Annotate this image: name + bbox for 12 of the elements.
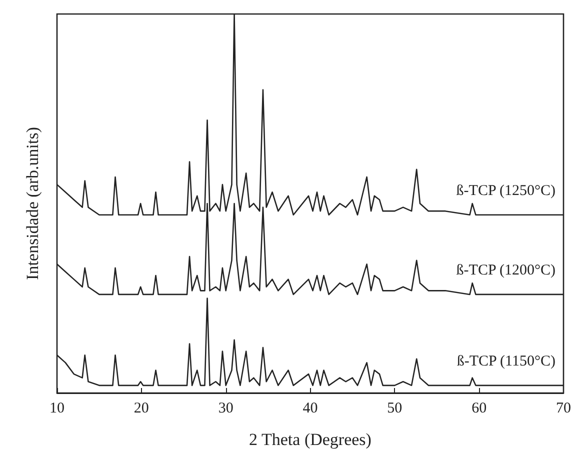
x-tick-label: 70 xyxy=(556,400,571,416)
x-tick-label: 60 xyxy=(472,400,487,416)
series-label: ß-TCP (1150°C) xyxy=(456,353,556,370)
series-label: ß-TCP (1200°C) xyxy=(456,262,556,278)
x-tick-label: 10 xyxy=(50,400,64,416)
x-tick-label: 20 xyxy=(134,400,149,416)
series-label: ß-TCP (1250°C) xyxy=(456,182,556,199)
x-tick-label: 30 xyxy=(218,400,234,416)
x-tick-label: 40 xyxy=(302,400,318,416)
y-axis-title: Intensidade (arb.units) xyxy=(23,127,42,280)
x-axis-title: 2 Theta (Degrees) xyxy=(249,430,372,449)
x-tick-label: 50 xyxy=(387,400,402,416)
